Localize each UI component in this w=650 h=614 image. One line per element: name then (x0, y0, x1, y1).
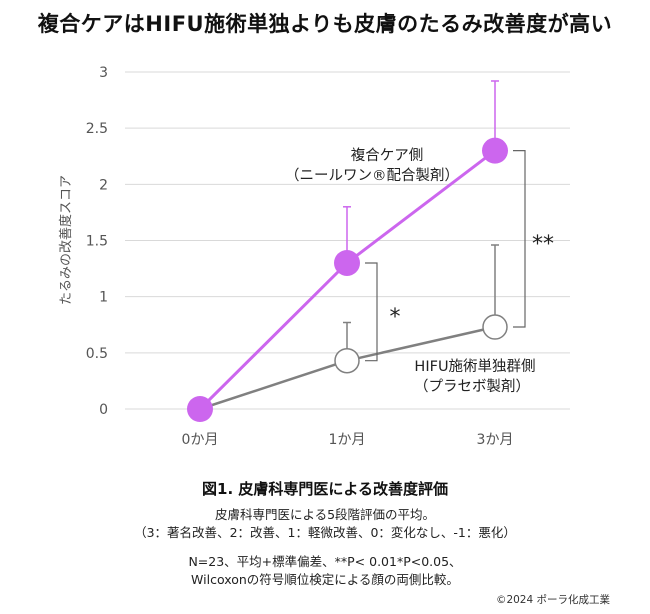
data-point (334, 249, 360, 276)
data-point (482, 137, 508, 164)
page-title: 複合ケアはHIFU施術単独よりも皮膚のたるみ改善度が高い (37, 12, 613, 36)
y-tick-label: 0 (99, 402, 108, 418)
series-sublabel: （プラセボ製剤） (414, 378, 530, 395)
copyright-notice: ©2024 ポーラ化成工業 (495, 594, 610, 606)
figure-caption-title: 図1. 皮膚科専門医による改善度評価 (202, 480, 448, 498)
caption-line-4: Wilcoxonの符号順位検定による顔の両側比較。 (191, 572, 459, 587)
series-label: 複合ケア側 (351, 147, 424, 164)
y-tick-label: 0.5 (86, 346, 108, 362)
data-point (187, 396, 213, 422)
y-axis-label: たるみの改善度スコア (58, 175, 74, 305)
y-tick-label: 3 (99, 65, 108, 81)
y-tick-label: 2.5 (86, 121, 108, 137)
y-tick-label: 1 (99, 290, 108, 306)
x-tick-label: 3か月 (477, 432, 514, 448)
y-tick-label: 2 (99, 177, 108, 193)
series-sublabel: （ニールワン®配合製剤） (285, 167, 459, 184)
significance-bracket (513, 150, 526, 328)
y-tick-label: 1.5 (86, 234, 108, 250)
x-tick-label: 1か月 (329, 432, 366, 448)
data-point (334, 347, 360, 374)
improvement-score-chart: 00.511.522.53 0か月 1か月 3か月 たるみの改善度スコア *** 複… (58, 65, 570, 448)
data-point (482, 314, 508, 340)
series-label: HIFU施術単独群側 (414, 358, 535, 375)
significance-marker: * (390, 305, 401, 330)
significance-bracket (365, 262, 378, 362)
significance-marker: ** (532, 232, 554, 257)
caption-line-1: 皮膚科専門医による5段階評価の平均。 (214, 507, 436, 522)
caption-line-2: （3：著名改善、2：改善、1：軽微改善、0：変化なし、-1：悪化） (134, 525, 516, 540)
x-tick-label: 0か月 (182, 432, 219, 448)
caption-line-3: N=23、平均+標準偏差、**P< 0.01*P<0.05、 (188, 554, 462, 569)
